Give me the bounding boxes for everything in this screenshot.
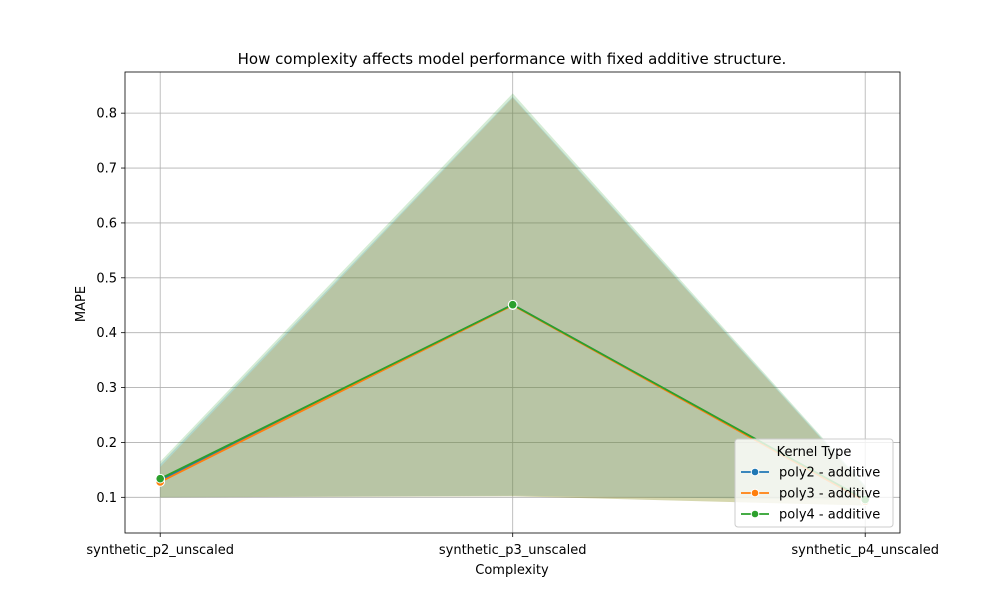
y-tick-label: 0.4 xyxy=(96,326,117,341)
y-tick-label: 0.7 xyxy=(96,162,117,177)
legend-title: Kernel Type xyxy=(777,445,852,460)
x-tick-label: synthetic_p3_unscaled xyxy=(439,543,587,558)
legend-entry-label: poly3 - additive xyxy=(779,487,880,502)
legend-swatch-marker xyxy=(750,488,760,498)
y-tick-label: 0.5 xyxy=(96,271,117,286)
y-tick-label: 0.3 xyxy=(96,381,117,396)
legend-entry-label: poly2 - additive xyxy=(779,466,880,481)
x-tick-label: synthetic_p4_unscaled xyxy=(791,543,939,558)
legend-swatch-marker xyxy=(750,509,760,519)
y-tick-label: 0.6 xyxy=(96,216,117,231)
y-axis-ticks: 0.1 0.2 0.3 0.4 0.5 0.6 0.7 0.8 xyxy=(96,107,125,506)
chart-title: How complexity affects model performance… xyxy=(238,50,787,68)
confidence-band xyxy=(160,96,866,501)
legend[interactable]: Kernel Type poly2 - additive poly3 - addit… xyxy=(734,438,894,528)
y-tick-label: 0.2 xyxy=(96,436,117,451)
x-axis-ticks: synthetic_p2_unscaled synthetic_p3_unscal… xyxy=(86,533,939,558)
y-axis-label: MAPE xyxy=(74,286,89,322)
legend-entry-label: poly4 - additive xyxy=(779,508,880,523)
x-axis-label: Complexity xyxy=(475,563,549,578)
data-point xyxy=(507,299,518,310)
legend-box xyxy=(734,438,894,528)
y-tick-label: 0.1 xyxy=(96,491,117,506)
data-point xyxy=(155,473,165,484)
x-tick-label: synthetic_p2_unscaled xyxy=(86,543,234,558)
legend-swatch-marker xyxy=(750,467,760,477)
y-tick-label: 0.8 xyxy=(96,107,117,122)
